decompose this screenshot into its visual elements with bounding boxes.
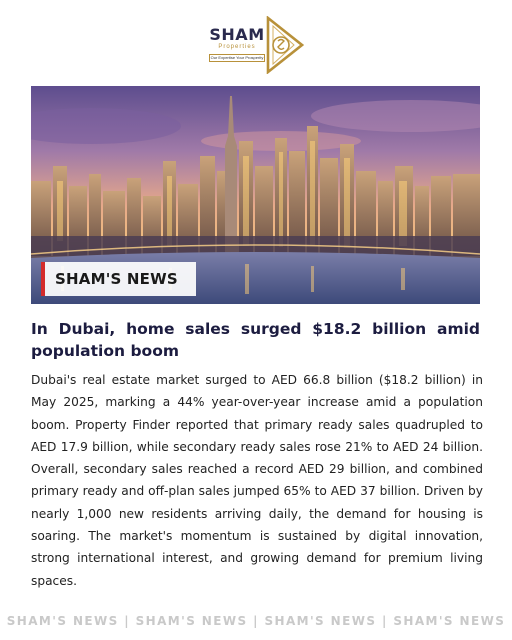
- logo-tagline: Our Expertise Your Prosperity: [209, 54, 265, 62]
- logo-wordmark: SHAM Properties Our Expertise Your Prosp…: [208, 26, 266, 62]
- sham-properties-logo: SHAM Properties Our Expertise Your Prosp…: [208, 14, 304, 76]
- hero-image: SHAM'S NEWS: [31, 86, 480, 304]
- article-body: Dubai's real estate market surged to AED…: [31, 373, 483, 588]
- news-badge: SHAM'S NEWS: [41, 262, 196, 296]
- news-badge-label: SHAM'S NEWS: [55, 270, 178, 288]
- article-headline: In Dubai, home sales surged $18.2 billio…: [31, 320, 480, 360]
- footer-banner: SHAM'S NEWS | SHAM'S NEWS | SHAM'S NEWS …: [6, 614, 506, 628]
- logo-subtitle: Properties: [218, 44, 256, 50]
- logo-name: SHAM: [209, 25, 265, 44]
- logo-triangle-icon: [266, 16, 304, 74]
